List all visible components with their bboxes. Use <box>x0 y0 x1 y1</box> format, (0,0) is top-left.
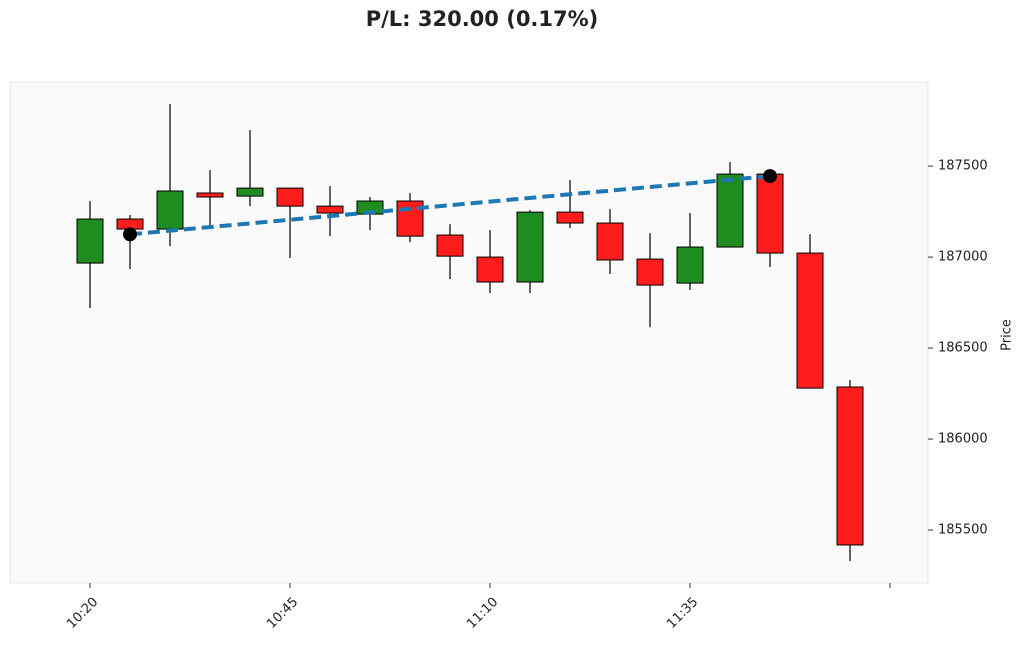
candle-body <box>276 187 304 207</box>
candle-body <box>756 173 784 254</box>
x-tick-label: 10:20 <box>64 595 101 632</box>
candle-body <box>596 222 624 261</box>
candle-body <box>156 190 184 230</box>
candle-body <box>236 187 264 197</box>
candle-body <box>836 386 864 546</box>
candle-body <box>76 218 104 264</box>
trade-exit <box>763 169 777 184</box>
candle-body <box>796 252 824 389</box>
chart-title: P/L: 320.00 (0.17%) <box>366 7 599 31</box>
x-tick-label: 11:35 <box>664 595 701 632</box>
x-tick-label: 11:10 <box>464 595 501 632</box>
candle-body <box>436 234 464 257</box>
candle-body <box>716 173 744 248</box>
y-tick-label: 187500 <box>938 159 988 174</box>
y-tick-label: 186000 <box>938 432 988 447</box>
x-tick-label: 10:45 <box>264 595 301 632</box>
candle-body <box>316 205 344 214</box>
y-axis-label: Price <box>1000 319 1015 351</box>
candle-body <box>476 256 504 283</box>
candle-body <box>516 211 544 283</box>
candle-body <box>556 211 584 224</box>
y-tick-label: 187000 <box>938 250 988 265</box>
trade-entry <box>123 227 137 242</box>
candle-body <box>676 246 704 284</box>
y-tick-label: 185500 <box>938 523 988 538</box>
y-tick-label: 186500 <box>938 341 988 356</box>
candle-body <box>636 258 664 286</box>
plot-area <box>9 81 929 584</box>
candle-body <box>196 192 224 198</box>
